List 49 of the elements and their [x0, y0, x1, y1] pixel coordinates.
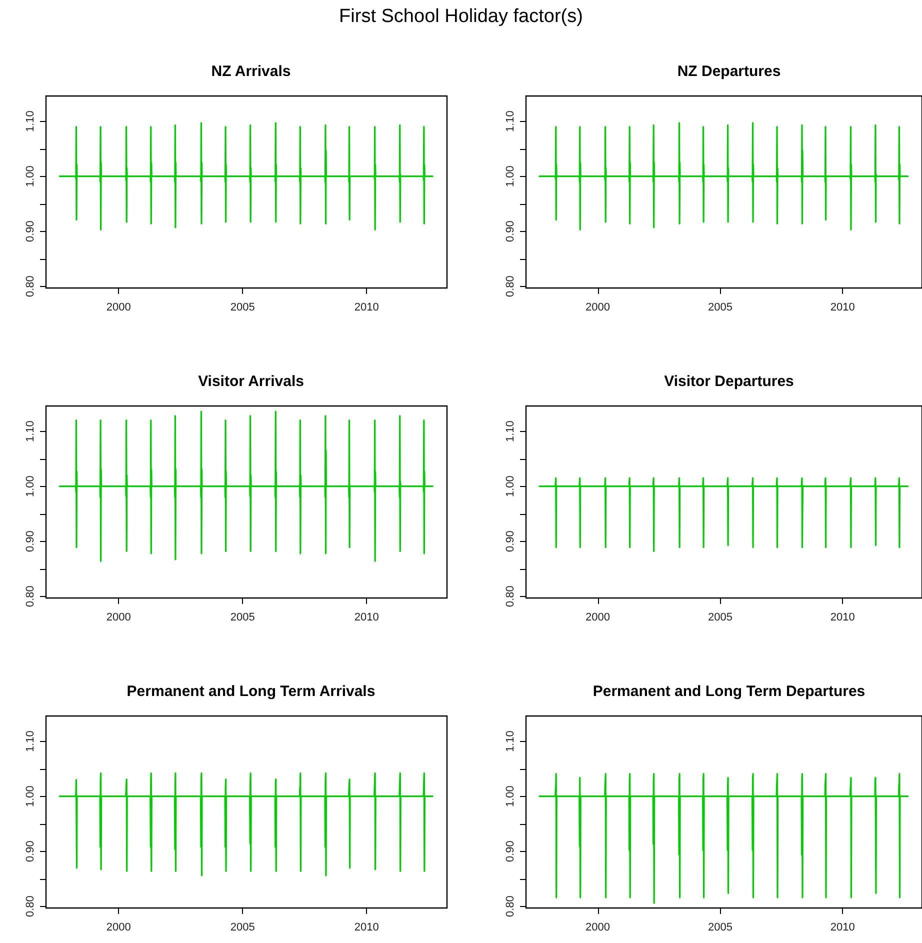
chart-title: Permanent and Long Term Departures: [592, 683, 866, 700]
chart-title: Permanent and Long Term Arrivals: [126, 683, 376, 700]
x-tick-label: 2010: [830, 922, 855, 934]
y-tick-label: 0.90: [504, 840, 516, 862]
x-tick-label: 2005: [708, 922, 732, 934]
y-tick-label: 1.10: [24, 420, 36, 442]
y-tick-label: 0.90: [504, 220, 516, 242]
x-tick-label: 2005: [708, 612, 732, 624]
y-tick-label: 1.10: [24, 730, 36, 752]
x-tick-label: 2010: [830, 302, 855, 314]
y-tick-label: 1.00: [504, 476, 516, 498]
y-tick-label: 0.90: [24, 220, 36, 242]
y-tick-label: 1.10: [504, 730, 516, 752]
x-tick-label: 2000: [106, 922, 131, 934]
text: First School Holiday factor(s): [338, 6, 584, 28]
chart-title: Visitor Departures: [664, 373, 794, 390]
y-tick-label: 0.80: [504, 276, 516, 298]
y-tick-label: 1.10: [504, 110, 516, 132]
x-tick-label: 2000: [586, 302, 610, 314]
y-tick-label: 0.80: [24, 586, 36, 608]
chart-title: NZ Departures: [677, 63, 781, 80]
y-tick-label: 0.80: [504, 896, 516, 918]
y-tick-label: 1.00: [504, 166, 516, 188]
x-tick-label: 2010: [354, 922, 379, 934]
chart-title: NZ Arrivals: [211, 63, 291, 80]
y-tick-label: 1.00: [504, 786, 516, 808]
y-tick-label: 1.10: [24, 110, 36, 132]
y-tick-label: 0.90: [24, 530, 36, 552]
y-tick-label: 0.90: [504, 530, 516, 552]
x-tick-label: 2010: [354, 612, 379, 624]
y-tick-label: 0.90: [24, 840, 36, 862]
x-tick-label: 2005: [230, 922, 255, 934]
x-tick-label: 2005: [230, 612, 255, 624]
x-tick-label: 2000: [106, 612, 131, 624]
x-tick-label: 2000: [106, 302, 131, 314]
y-tick-label: 1.10: [504, 420, 516, 442]
y-tick-label: 0.80: [24, 896, 36, 918]
x-tick-label: 2005: [230, 302, 255, 314]
x-tick-label: 2010: [354, 302, 379, 314]
x-tick-label: 2000: [586, 612, 610, 624]
y-tick-label: 0.80: [504, 586, 516, 608]
y-tick-label: 1.00: [24, 166, 36, 188]
y-tick-label: 1.00: [24, 786, 36, 808]
y-tick-label: 1.00: [24, 476, 36, 498]
chart-title: Visitor Arrivals: [198, 373, 304, 390]
x-tick-label: 2005: [708, 302, 732, 314]
y-tick-label: 0.80: [24, 276, 36, 298]
x-tick-label: 2000: [586, 922, 610, 934]
x-tick-label: 2010: [830, 612, 855, 624]
